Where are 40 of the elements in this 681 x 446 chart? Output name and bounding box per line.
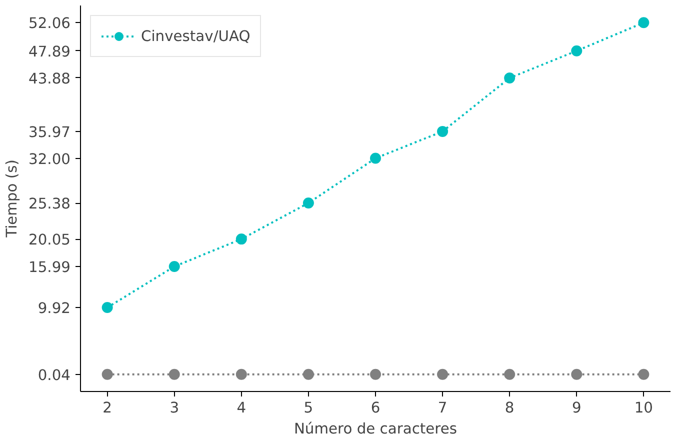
point — [571, 368, 582, 380]
x-axis-title: Número de caracteres — [294, 420, 458, 438]
y-tick-label: 32.00 — [28, 150, 71, 168]
y-tick-label: 15.99 — [28, 259, 71, 276]
point — [168, 261, 180, 272]
x-tick-label: 7 — [438, 400, 448, 416]
point — [102, 368, 113, 380]
point — [302, 198, 314, 209]
point — [236, 234, 247, 245]
x-tick-label: 2 — [102, 400, 112, 416]
point — [571, 45, 582, 56]
y-tick-label: 35.97 — [28, 124, 71, 141]
x-tick-label: 10 — [634, 400, 654, 416]
x-tick-label: 5 — [304, 400, 314, 416]
point — [102, 302, 113, 314]
point — [504, 72, 516, 84]
x-tick-label: 3 — [170, 400, 180, 416]
y-tick-label: 43.88 — [28, 70, 71, 88]
point — [504, 368, 516, 380]
y-tick-label: 47.89 — [28, 43, 71, 60]
x-tick-label: 4 — [236, 400, 246, 416]
y-tick-label: 9.92 — [38, 300, 71, 318]
legend-label: Cinvestav/UAQ — [141, 28, 250, 44]
point — [236, 368, 247, 380]
point — [638, 17, 650, 28]
x-tick-label: 9 — [572, 400, 582, 416]
point — [168, 368, 180, 380]
point — [370, 152, 381, 164]
x-tick-label: 8 — [504, 400, 514, 416]
y-axis-title: Tiempo (s) — [4, 160, 21, 238]
y-tick-label: 0.04 — [38, 366, 71, 384]
point — [370, 368, 381, 380]
y-tick-label: 20.05 — [28, 232, 71, 249]
x-tick-label: 6 — [370, 400, 380, 416]
point — [302, 368, 314, 380]
point — [437, 368, 448, 380]
y-tick-label: 25.38 — [28, 196, 71, 213]
point — [638, 368, 650, 380]
point — [437, 126, 448, 137]
y-tick-label: 52.06 — [28, 15, 71, 32]
